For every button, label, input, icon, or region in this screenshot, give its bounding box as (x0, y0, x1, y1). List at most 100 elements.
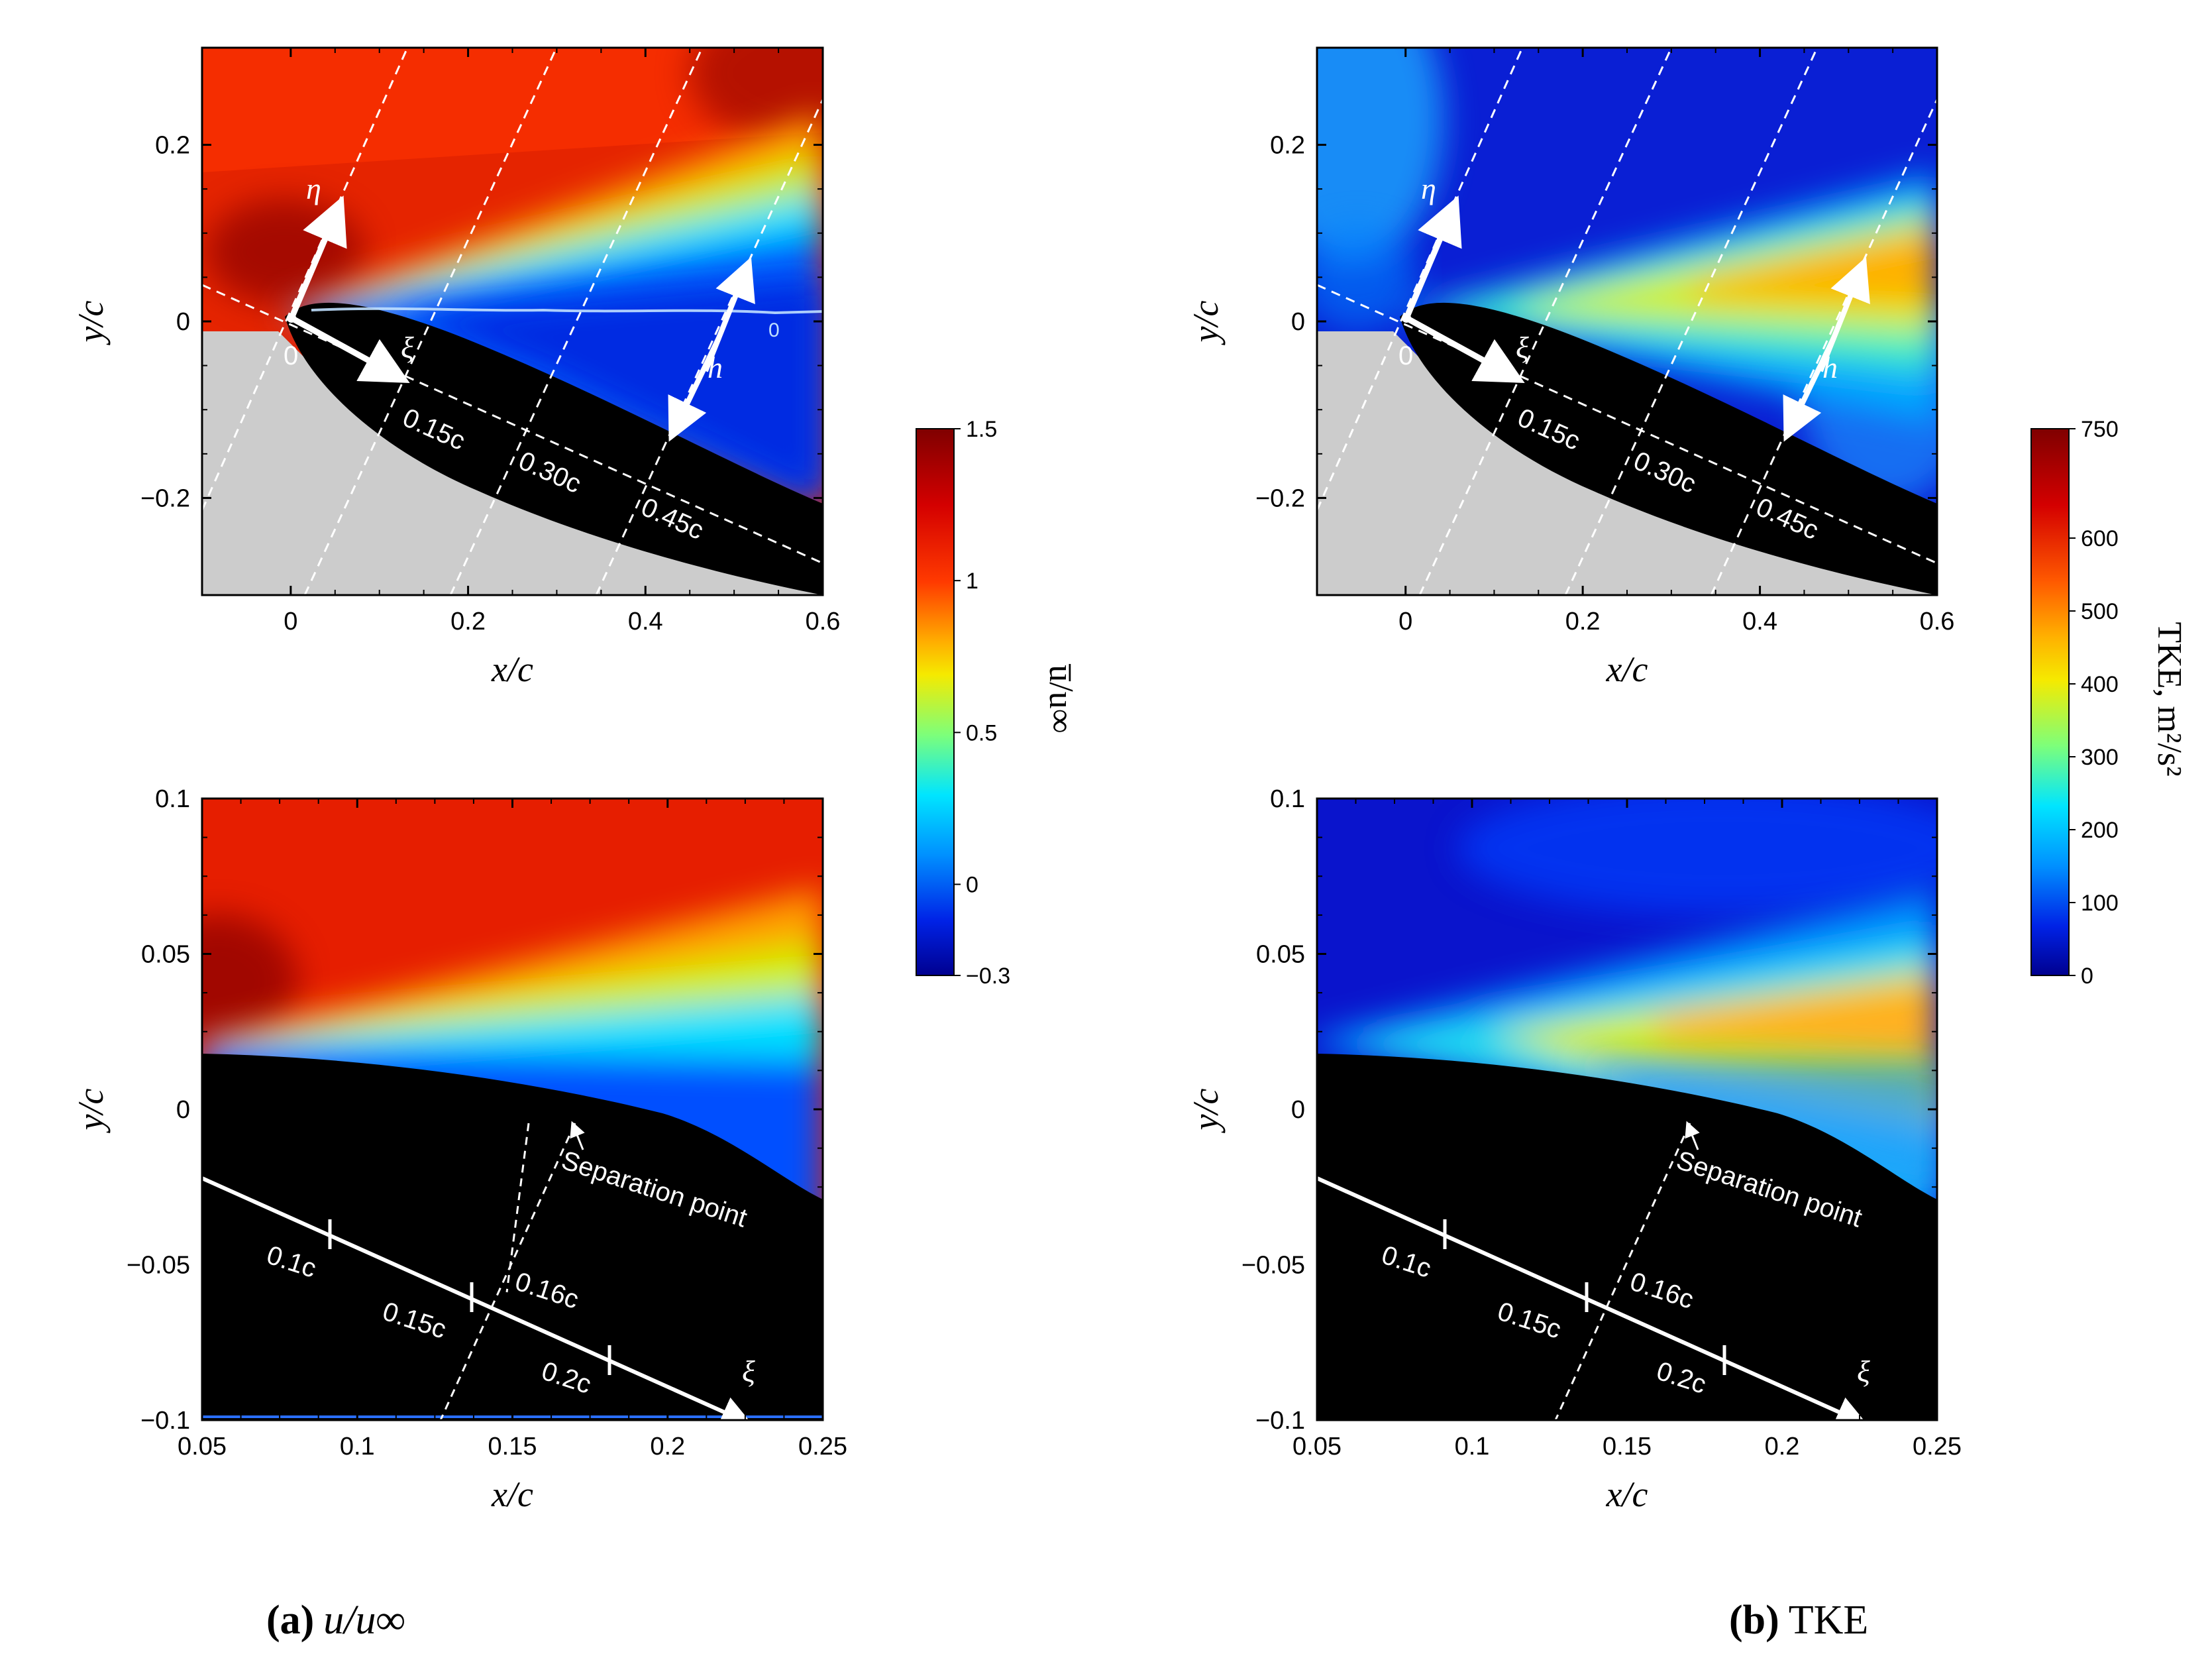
xi-arrow (290, 315, 410, 383)
colorbar-title: u̅/u∞ (1042, 663, 1080, 734)
zero-contour (311, 307, 823, 315)
x-axis-label: x/c (491, 649, 533, 689)
y-tick-label: 0 (1291, 308, 1305, 336)
airfoil (202, 1054, 823, 1420)
colorbar-gradient (2030, 428, 2070, 976)
y-tick-label: 0.2 (155, 132, 190, 160)
x-tick-label: 0.2 (1565, 608, 1601, 636)
y-tick-label: 0.05 (141, 941, 190, 969)
colorbar-tick-label: 200 (2081, 818, 2119, 843)
x-axis-label: x/c (1606, 1474, 1648, 1514)
y-tick-label: 0 (176, 1096, 190, 1124)
y-tick-label: −0.05 (1241, 1252, 1305, 1280)
y-tick-label: −0.2 (1255, 484, 1305, 512)
eta-label: η (1421, 172, 1436, 205)
y-tick-label: −0.2 (140, 484, 190, 512)
airfoil (1317, 1054, 1937, 1420)
x-tick-label: 0 (1398, 608, 1412, 636)
station-lines (202, 48, 823, 595)
x-tick-label: 0.1 (340, 1433, 375, 1461)
panel-b-top: η ξ h 0 0.15c 0.30c 0.45c 0 0.2 0.4 0.6−0.2… (1186, 46, 1954, 689)
h-arrow-down (668, 337, 721, 442)
caption-a: (a) u/u∞ (266, 1598, 405, 1643)
colorbar-tick-label: 600 (2081, 526, 2119, 551)
y-axis-label: y/c (1186, 1089, 1226, 1134)
y-tick-label: 0 (176, 308, 190, 336)
colorbar-tick-label: 750 (2081, 417, 2119, 442)
eta-arrow (1403, 195, 1462, 319)
shadow-region (1317, 331, 1937, 595)
caption-b: (b) TKE (1729, 1598, 1868, 1643)
y-tick-label: −0.1 (140, 1407, 190, 1435)
colorbar-tick-label: 1 (966, 569, 978, 594)
xi-label: ξ (1516, 331, 1529, 364)
x-tick-label: 0.2 (1765, 1433, 1800, 1461)
colorbar-tke: 0 100 200 300 400 500 600 750 TKE, m²/s² (2030, 417, 2188, 989)
x-tick-label: 0.15 (488, 1433, 537, 1461)
h-label: h (708, 351, 723, 384)
station-lines (1317, 48, 1937, 595)
y-tick-label: 0 (1291, 1096, 1305, 1124)
x-tick-label: 0.2 (450, 608, 486, 636)
colorbar-ticks: 0 100 200 300 400 500 600 750 (2069, 417, 2119, 989)
contour-label: 0 (768, 319, 780, 341)
colorbar-tick-label: 0.5 (966, 720, 997, 746)
xi-label: ξ (1857, 1354, 1870, 1388)
x-tick-label: 0.05 (178, 1433, 227, 1461)
colorbar-ticks: −0.3 0 0.5 1 1.5 (954, 417, 1010, 989)
colorbar-tick-label: 0 (966, 873, 978, 898)
y-tick-label: 0.2 (1270, 132, 1305, 160)
airfoil (285, 302, 823, 595)
x-tick-label: 0.1 (1455, 1433, 1490, 1461)
eta-arrow (288, 195, 347, 319)
x-tick-label: 0.4 (628, 608, 663, 636)
origin-label: 0 (284, 341, 298, 370)
axes-ticks: 0.05 0.1 0.15 0.2 0.25 −0.1 −0.05 0 0.05 0.1 x/c y/… (71, 785, 847, 1514)
xi-arrow (1404, 315, 1525, 383)
x-axis-label: x/c (1606, 649, 1648, 689)
colorbar-gradient (916, 428, 955, 976)
x-tick-label: 0 (284, 608, 297, 636)
axes-ticks: 0.05 0.1 0.15 0.2 0.25 −0.1 −0.05 0 0.05 0.1 x/c y/… (1186, 785, 1962, 1514)
colorbar-title: TKE, m²/s² (2150, 622, 2188, 776)
panel-a-bottom: Separation point 0.1c 0.15c 0.2c 0.16c ξ… (71, 785, 847, 1514)
xi-label: ξ (742, 1354, 755, 1388)
x-tick-label: 0.6 (806, 608, 841, 636)
y-tick-label: 0.1 (1270, 785, 1305, 813)
airfoil (1400, 302, 1937, 595)
y-axis-label: y/c (71, 1089, 111, 1134)
colorbar-tick-label: 1.5 (966, 417, 997, 442)
y-axis-label: y/c (71, 301, 111, 346)
x-tick-label: 0.6 (1920, 608, 1955, 636)
shadow-region (202, 331, 823, 595)
y-tick-label: 0.05 (1256, 941, 1305, 969)
h-label: h (1822, 351, 1838, 384)
h-arrow-down (1783, 337, 1836, 442)
panel-a-top: η ξ h 0 0 0.15c 0.30c 0.45c 0 0.2 0.4 0.6−0… (71, 46, 840, 689)
colorbar-velocity: −0.3 0 0.5 1 1.5 u̅/u∞ (916, 417, 1080, 989)
x-tick-label: 0.25 (798, 1433, 847, 1461)
eta-label: η (306, 172, 321, 205)
panel-b-bottom: Separation point 0.1c 0.15c 0.2c 0.16c ξ… (1186, 785, 1962, 1514)
colorbar-tick-label: 300 (2081, 745, 2119, 770)
y-tick-label: −0.1 (1255, 1407, 1305, 1435)
colorbar-tick-label: 0 (2081, 964, 2093, 989)
x-tick-label: 0.25 (1913, 1433, 1962, 1461)
x-tick-label: 0.4 (1742, 608, 1777, 636)
x-axis-label: x/c (491, 1474, 533, 1514)
xi-label: ξ (401, 331, 414, 364)
origin-label: 0 (1398, 341, 1413, 370)
colorbar-tick-label: 100 (2081, 891, 2119, 916)
y-axis-label: y/c (1186, 301, 1226, 346)
colorbar-tick-label: 500 (2081, 599, 2119, 624)
axes-ticks: 0 0.2 0.4 0.6−0.200.2x/cy/c (71, 48, 840, 689)
colorbar-tick-label: −0.3 (966, 964, 1010, 989)
axes-ticks: 0 0.2 0.4 0.6−0.200.2x/cy/c (1186, 48, 1954, 689)
y-tick-label: −0.05 (127, 1252, 190, 1280)
x-tick-label: 0.2 (650, 1433, 685, 1461)
x-tick-label: 0.05 (1292, 1433, 1342, 1461)
colorbar-tick-label: 400 (2081, 672, 2119, 697)
y-tick-label: 0.1 (155, 785, 190, 813)
x-tick-label: 0.15 (1603, 1433, 1652, 1461)
